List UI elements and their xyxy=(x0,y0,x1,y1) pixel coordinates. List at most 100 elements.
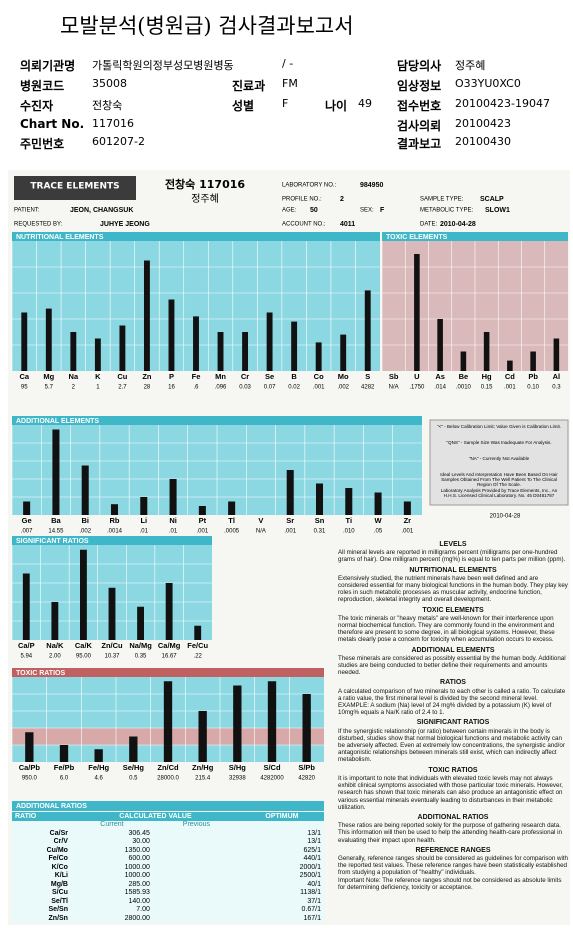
element-value: 0.02 xyxy=(288,385,300,391)
element-symbol: Fe xyxy=(192,372,201,381)
lab-field-value: 4011 xyxy=(340,221,355,228)
lab-field-label: ACCOUNT NO.: xyxy=(282,222,326,228)
ratio-current: 30.00 xyxy=(132,838,150,846)
level-bar xyxy=(291,321,298,371)
element-symbol: Rb xyxy=(110,516,120,525)
lab-name: TRACE ELEMENTS xyxy=(30,182,119,192)
element-value: 6.0 xyxy=(60,776,69,782)
level-bar xyxy=(242,332,249,371)
element-value: 0.15 xyxy=(481,385,493,391)
ratio-optimum: 37/1 xyxy=(307,897,321,905)
element-symbol: Na/K xyxy=(46,641,64,650)
ratio-current: 7.00 xyxy=(136,906,150,914)
lab-field-label: SEX: xyxy=(360,208,374,214)
lab-field-label: METABOLIC TYPE: xyxy=(420,208,473,214)
field-label: 임상정보 xyxy=(397,79,442,93)
field-label: 나이 xyxy=(325,99,348,113)
field-value: O33YU0XC0 xyxy=(455,77,521,90)
element-value: 4.6 xyxy=(94,776,103,782)
ratio-previous xyxy=(153,889,240,898)
element-symbol: V xyxy=(258,516,263,525)
ratio-row: Mg/B 285.00 40/1 xyxy=(12,880,324,889)
level-bar xyxy=(94,749,103,762)
level-bar xyxy=(286,470,294,515)
panel-title-bar xyxy=(12,536,212,545)
level-bar xyxy=(414,254,420,371)
level-bar xyxy=(110,504,119,515)
ratio-optimum: 1138/1 xyxy=(300,889,321,897)
field-value: FM xyxy=(282,77,298,90)
element-symbol: Cu xyxy=(117,372,127,381)
lab-field-value: JEON, CHANGSUK xyxy=(70,207,133,214)
element-symbol: Al xyxy=(553,372,561,381)
element-symbol: S xyxy=(365,372,370,381)
element-value: N/A xyxy=(389,385,399,391)
report-date: 2010-04-28 xyxy=(490,514,521,520)
element-value: .002 xyxy=(337,385,349,391)
element-value: .096 xyxy=(215,385,227,391)
note-text: These ratios are being reported solely f… xyxy=(338,822,562,844)
element-symbol: Se xyxy=(265,372,274,381)
sub-header: Current Previous xyxy=(12,821,324,830)
element-value: .014 xyxy=(434,385,446,391)
level-bar xyxy=(266,312,273,371)
notes: LEVELS All mineral levels are reported in… xyxy=(338,538,568,891)
level-bar xyxy=(302,694,311,762)
element-symbol: Sn xyxy=(315,516,325,525)
field-value: 601207-2 xyxy=(92,135,145,148)
ratio-previous xyxy=(153,829,240,838)
note-title: NUTRITIONAL ELEMENTS xyxy=(409,566,497,574)
ratio-name: Cr/V xyxy=(53,838,68,846)
note-text: If the synergistic relationship (or rati… xyxy=(338,727,565,764)
element-symbol: P xyxy=(169,372,174,381)
element-symbol: Co xyxy=(314,372,324,381)
element-value: .001 xyxy=(313,385,325,391)
element-value: .1750 xyxy=(409,385,425,391)
lab-field-value: F xyxy=(380,207,385,214)
note-title: SIGNIFICANT RATIOS xyxy=(416,719,490,727)
note-text: These minerals are considered as possibl… xyxy=(338,654,566,677)
note-title: TOXIC RATIOS xyxy=(428,766,478,774)
ratio-previous xyxy=(153,863,240,872)
element-value: 0.35 xyxy=(135,654,147,660)
ratios-title: ADDITIONAL RATIOS xyxy=(16,803,87,810)
element-symbol: S/Pb xyxy=(298,763,315,772)
field-label: 주민번호 xyxy=(20,137,65,151)
ratio-previous xyxy=(153,906,240,915)
level-bar xyxy=(340,334,347,371)
ratio-previous xyxy=(153,872,240,881)
level-bar xyxy=(460,351,467,371)
field-value: 전창숙 xyxy=(92,99,123,112)
ratio-optimum: 13/1 xyxy=(307,838,321,846)
ratio-current: 306.45 xyxy=(128,829,150,837)
element-symbol: As xyxy=(435,372,445,381)
element-value: 215.4 xyxy=(195,776,211,782)
ratio-optimum: 440/1 xyxy=(303,855,321,863)
element-symbol: Tl xyxy=(228,516,235,525)
element-symbol: Cd xyxy=(505,372,515,381)
level-bar xyxy=(315,342,322,371)
element-symbol: Na xyxy=(69,372,79,381)
field-label: 진료과 xyxy=(232,79,266,93)
ratio-current: 1000.00 xyxy=(124,872,150,880)
ratio-optimum: 167/1 xyxy=(303,914,321,922)
note-text: A calculated comparison of two minerals … xyxy=(338,687,566,717)
lab-field-value: 2010-04-28 xyxy=(440,221,476,228)
panel-title-bar xyxy=(382,232,568,241)
blank-cell xyxy=(240,821,324,830)
ratio-row: Fe/Co 600.00 440/1 xyxy=(12,855,324,864)
element-value: 16.67 xyxy=(162,654,178,660)
ratio-row: K/Li 1000.00 2500/1 xyxy=(12,872,324,881)
ratio-name: K/Co xyxy=(51,863,68,871)
element-value: .001 xyxy=(197,529,209,535)
element-value: 0.3 xyxy=(552,385,561,391)
lab-field-label: PROFILE NO.: xyxy=(282,197,322,203)
element-symbol: K xyxy=(95,372,101,381)
element-value: .0005 xyxy=(224,529,240,535)
panel-title: SIGNIFICANT RATIOS xyxy=(16,538,89,545)
element-value: 95.00 xyxy=(76,654,92,660)
element-value: 28 xyxy=(144,385,151,391)
level-bar xyxy=(140,497,148,515)
element-value: 10.37 xyxy=(104,654,120,660)
